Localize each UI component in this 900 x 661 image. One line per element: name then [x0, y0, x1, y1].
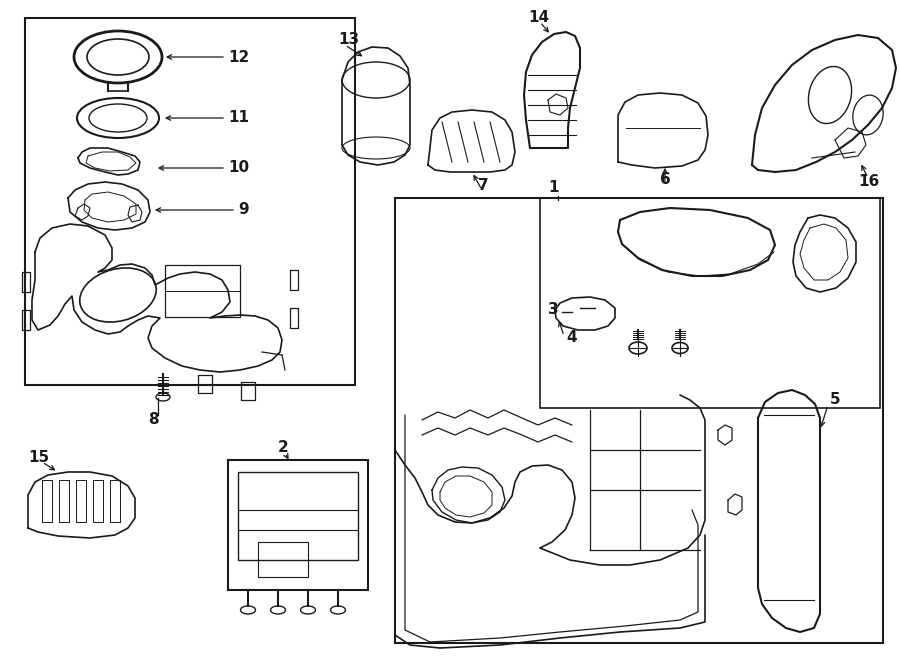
- Text: 3: 3: [548, 303, 559, 317]
- Text: 16: 16: [858, 175, 879, 190]
- Text: 13: 13: [338, 32, 359, 48]
- Text: 5: 5: [830, 393, 841, 407]
- Text: 8: 8: [148, 412, 158, 428]
- Bar: [540, 198, 880, 408]
- Text: 6: 6: [660, 173, 670, 188]
- Text: 11: 11: [228, 110, 249, 126]
- Bar: [228, 460, 368, 590]
- Text: 4: 4: [566, 330, 577, 346]
- Text: 15: 15: [28, 451, 50, 465]
- Bar: [165, 265, 240, 317]
- Bar: [258, 542, 308, 577]
- Text: 10: 10: [228, 161, 249, 176]
- Text: 9: 9: [238, 202, 248, 217]
- Text: 1: 1: [548, 180, 559, 196]
- Bar: [25, 18, 355, 385]
- Text: 12: 12: [228, 50, 249, 65]
- Text: 7: 7: [478, 178, 489, 192]
- Text: 2: 2: [278, 440, 289, 455]
- Text: 14: 14: [528, 11, 549, 26]
- Bar: [395, 198, 883, 643]
- Bar: [238, 472, 358, 560]
